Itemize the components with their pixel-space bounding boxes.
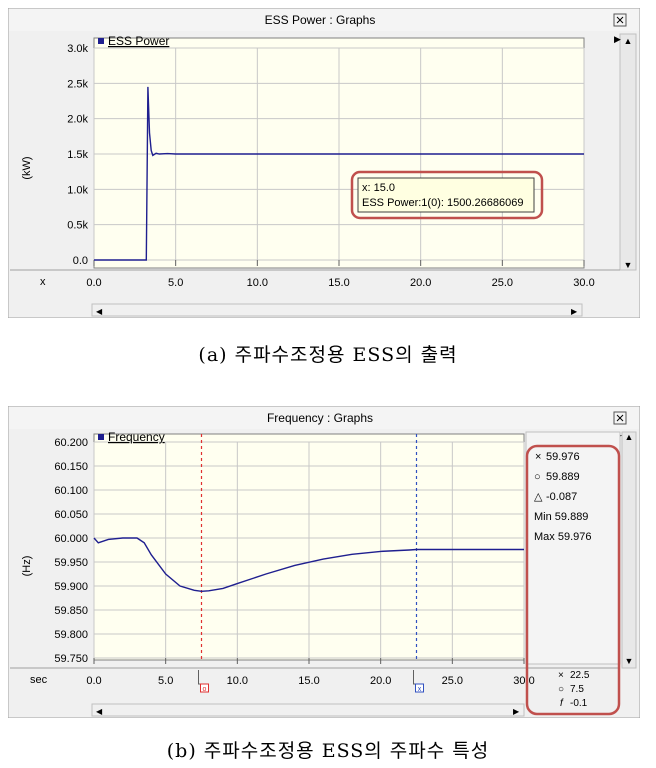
y-tick-label: 0.5k	[67, 220, 88, 232]
x-axis-label: x	[40, 276, 46, 288]
tooltip-box	[357, 177, 535, 213]
y-tick-label: 59.800	[54, 629, 88, 641]
ess-power-graph: ESS Power : Graphs ▲ ▼ ▶ 0.0 0.5k 1.0k 1.5k…	[7, 7, 641, 319]
cursor-x-small-icon: ×	[558, 670, 564, 681]
x-tick-label: 20.0	[410, 277, 431, 289]
y-tick-label: 2.5k	[67, 78, 88, 90]
scroll-left-icon-2[interactable]: ◀	[96, 707, 103, 716]
readout-o-value: 59.889	[546, 471, 580, 483]
x-tick-label: 25.0	[492, 277, 513, 289]
svg-text:o: o	[203, 686, 207, 693]
frequency-window-title: Frequency : Graphs	[267, 411, 373, 425]
tooltip-x: x: 15.0	[362, 182, 395, 194]
cursor-o-handle[interactable]: o	[198, 670, 209, 693]
frequency-f-icon: f	[560, 698, 564, 709]
readout-x-value: 59.976	[546, 451, 580, 463]
horizontal-scrollbar-2[interactable]	[91, 703, 525, 717]
ess-power-window-title: ESS Power : Graphs	[265, 13, 376, 27]
readout-min: Min 59.889	[534, 511, 588, 523]
x-tick-label: 30.0	[573, 277, 594, 289]
y-tick-label: 60.200	[54, 437, 88, 449]
x-axis-label-2: sec	[30, 674, 48, 686]
scroll-up-icon[interactable]: ▲	[624, 36, 633, 46]
readout-delta: -0.087	[546, 491, 577, 503]
x-tick-label: 25.0	[442, 675, 463, 687]
scroll-left-icon[interactable]: ◀	[96, 307, 103, 316]
readout-highlight-frame	[525, 444, 621, 716]
y-tick-label: 59.900	[54, 581, 88, 593]
x-tick-label: 0.0	[86, 675, 101, 687]
cursor-x-position: 22.5	[570, 670, 590, 681]
readout-max: Max 59.976	[534, 531, 591, 543]
horizontal-scrollbar[interactable]	[91, 303, 583, 317]
y-axis-label-2: (Hz)	[21, 556, 33, 577]
svg-text:x: x	[418, 686, 422, 693]
vertical-scrollbar-2[interactable]	[621, 431, 637, 669]
x-tick-label: 15.0	[298, 675, 319, 687]
frequency-series-line	[93, 537, 524, 593]
expand-arrow-icon[interactable]: ▶	[614, 34, 621, 44]
tooltip-highlight-frame	[350, 170, 544, 220]
vertical-scrollbar[interactable]	[619, 33, 637, 271]
cursor-o-position: 7.5	[570, 684, 584, 695]
cursor-x-marker-icon: ×	[535, 451, 541, 463]
y-tick-label: 60.150	[54, 461, 88, 473]
y-tick-label: 1.0k	[67, 184, 88, 196]
scroll-right-icon-2[interactable]: ▶	[513, 707, 520, 716]
cursor-o-small-icon: ○	[558, 684, 564, 695]
cursor-x-handle[interactable]: x	[413, 670, 424, 693]
x-tick-label: 10.0	[227, 675, 248, 687]
y-tick-label: 59.950	[54, 557, 88, 569]
frequency-graph: Frequency : Graphs ▲ ▼ ▶ 59.750 59.800 59.…	[7, 405, 641, 719]
y-tick-label: 59.850	[54, 605, 88, 617]
ess-power-series-line	[94, 86, 584, 261]
y-axis-label: (kW)	[21, 156, 33, 179]
y-tick-label: 60.050	[54, 509, 88, 521]
y-tick-label: 0.0	[73, 255, 88, 267]
scroll-right-icon[interactable]: ▶	[571, 307, 578, 316]
x-tick-label: 15.0	[328, 277, 349, 289]
x-tick-label: 5.0	[168, 277, 183, 289]
y-tick-label: 3.0k	[67, 43, 88, 55]
frequency-window: Frequency : Graphs ▲ ▼ ▶ 59.750 59.800 59.…	[7, 405, 641, 719]
frequency-f-value: -0.1	[570, 698, 588, 709]
y-tick-label: 60.000	[54, 533, 88, 545]
legend-label-ess-power: ESS Power	[108, 34, 169, 48]
legend-label-frequency: Frequency	[108, 430, 165, 444]
caption-b: (b) 주파수조정용 ESS의 주파수 특성	[166, 740, 490, 762]
legend-swatch-ess-power	[98, 38, 104, 44]
delta-icon: △	[534, 491, 543, 503]
cursor-o-marker-icon: ○	[534, 471, 541, 483]
x-tick-label: 30.0	[513, 675, 534, 687]
y-tick-label: 2.0k	[67, 114, 88, 126]
ess-power-window: ESS Power : Graphs ▲ ▼ ▶ 0.0 0.5k 1.0k 1.5k…	[7, 7, 641, 319]
tooltip-value: ESS Power:1(0): 1500.26686069	[362, 197, 523, 209]
scroll-down-icon-2[interactable]: ▼	[625, 656, 634, 666]
y-tick-label: 59.750	[54, 653, 88, 665]
x-tick-label: 0.0	[86, 277, 101, 289]
x-tick-label: 10.0	[247, 277, 268, 289]
caption-a: (a) 주파수조정용 ESS의 출력	[198, 344, 458, 366]
scroll-down-icon[interactable]: ▼	[624, 260, 633, 270]
legend-swatch-frequency	[98, 434, 104, 440]
y-tick-label: 1.5k	[67, 149, 88, 161]
scroll-up-icon-2[interactable]: ▲	[625, 432, 634, 442]
x-tick-label: 5.0	[158, 675, 173, 687]
y-tick-label: 60.100	[54, 485, 88, 497]
x-tick-label: 20.0	[370, 675, 391, 687]
